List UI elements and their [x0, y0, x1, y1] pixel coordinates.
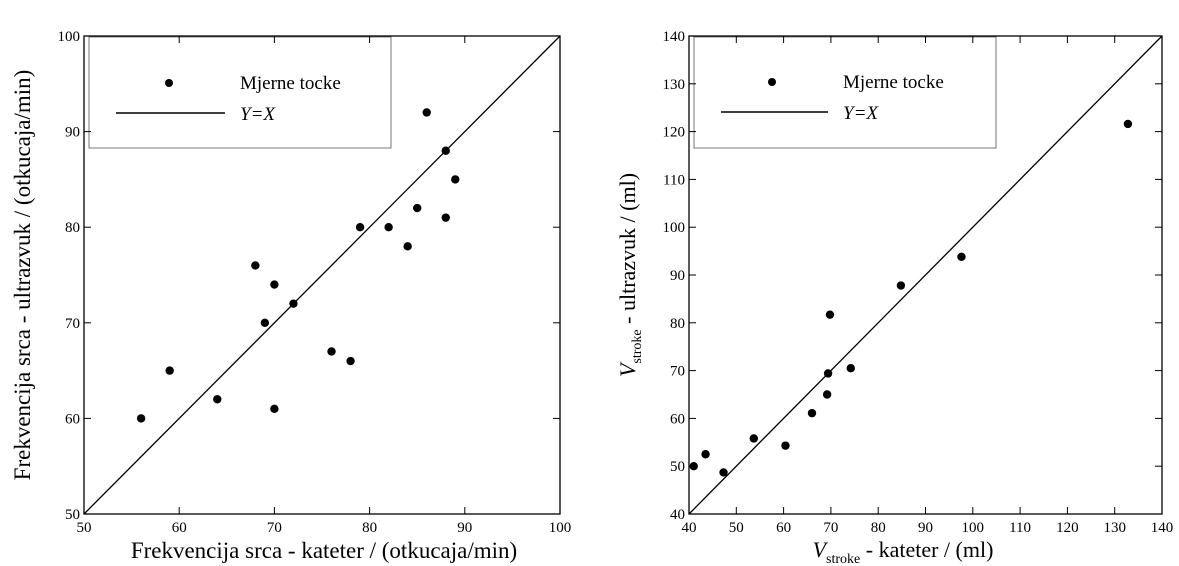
- legend-marker-points: [165, 79, 173, 87]
- y-tick-label: 70: [65, 316, 80, 332]
- y-tick-label: 60: [670, 411, 685, 427]
- y-tick-label: 70: [670, 364, 685, 380]
- x-tick-label: 70: [267, 520, 282, 536]
- legend-label-points: Mjerne tocke: [843, 72, 944, 93]
- x-tick-label: 130: [1103, 520, 1126, 536]
- y-tick-label: 100: [58, 29, 81, 45]
- legend-label-points: Mjerne tocke: [240, 73, 341, 94]
- x-tick-label: 40: [682, 520, 697, 536]
- plot-area: [83, 35, 561, 515]
- data-point: [260, 318, 270, 327]
- data-point: [689, 462, 698, 471]
- data-point: [165, 366, 174, 375]
- y-axis-label-main: V: [615, 361, 640, 377]
- data-point: [957, 252, 966, 262]
- data-point: [136, 414, 146, 423]
- data-point: [807, 408, 817, 418]
- legend-box: [693, 36, 997, 149]
- x-tick-label: 80: [362, 520, 377, 536]
- y-tick-label: 40: [670, 507, 685, 523]
- data-point: [270, 404, 279, 414]
- x-axis-label: Frekvencija srca - kateter / (otkucaja/m…: [131, 538, 517, 563]
- x-tick-label: 90: [918, 520, 933, 536]
- x-tick-label: 50: [729, 520, 744, 536]
- axes-frame: [83, 35, 561, 515]
- x-axis-label-rest: - kateter / (ml): [860, 537, 993, 562]
- data-point: [251, 261, 260, 270]
- data-point: [749, 434, 759, 443]
- legend-label-yx: Y=X: [843, 103, 879, 124]
- legend: Mjerne tocke Y=X: [693, 36, 997, 149]
- x-tick-label: 50: [77, 520, 92, 536]
- y-axis-label-rest: - ultrazvuk / (ml): [615, 173, 640, 329]
- legend-label-yx: Y=X: [240, 104, 276, 125]
- data-point: [825, 310, 835, 319]
- data-point: [719, 468, 728, 477]
- y-tick-label: 90: [65, 125, 80, 141]
- data-point: [413, 203, 422, 213]
- data-point: [270, 280, 279, 289]
- x-tick-label: 110: [1009, 520, 1031, 536]
- y-tick-label: 60: [65, 411, 80, 427]
- x-tick-label: 70: [823, 520, 838, 536]
- data-point: [701, 450, 710, 459]
- y-tick-label: 140: [663, 29, 686, 45]
- legend: Mjerne tocke Y=X: [88, 36, 392, 149]
- y-tick-label: 110: [663, 172, 685, 188]
- x-tick-label: 90: [457, 520, 472, 536]
- x-tick-label: 100: [549, 520, 572, 536]
- x-axis-label: Vstroke - kateter / (ml): [813, 537, 994, 566]
- y-tick-label: 80: [65, 220, 80, 236]
- y-axis-label: Frekvencija srca - ultrazvuk / (otkucaja…: [10, 70, 35, 481]
- x-axis-label-main: V: [813, 537, 829, 562]
- data-point: [289, 299, 298, 308]
- y-axis-label: Vstroke - ultrazvuk / (ml): [615, 173, 645, 377]
- x-tick-label: 80: [871, 520, 886, 536]
- data-point: [846, 364, 855, 373]
- tick-labels: 40 50 60 70 80 90 100 110 120 130 140 40 50 60 70 80 90 1…: [663, 29, 1174, 536]
- data-point: [213, 395, 222, 404]
- y-axis-label-sub: stroke: [630, 329, 645, 363]
- data-point: [355, 223, 365, 232]
- y-tick-label: 130: [663, 77, 686, 93]
- data-point: [441, 146, 450, 155]
- y-tick-label: 100: [663, 220, 686, 236]
- data-point: [822, 390, 832, 399]
- data-point: [823, 369, 833, 378]
- data-point: [896, 281, 906, 290]
- y-tick-label: 50: [670, 459, 685, 475]
- identity-line: [688, 35, 1163, 515]
- data-point: [403, 242, 412, 251]
- legend-box: [88, 36, 392, 149]
- plot-area: [688, 35, 1163, 515]
- data-point: [781, 441, 790, 450]
- data-point: [1123, 119, 1133, 129]
- chart-stroke-volume: Mjerne tocke Y=X 40 50 60 70 80 90 100 110 120 13…: [615, 29, 1173, 566]
- data-point: [441, 213, 450, 222]
- y-tick-label: 120: [663, 125, 686, 141]
- chart-heart-rate: Mjerne tocke Y=X 50 60 70 80 90 100 50 60 70 80 90…: [10, 29, 571, 563]
- x-tick-label: 120: [1056, 520, 1079, 536]
- x-axis-label-sub: stroke: [826, 552, 860, 566]
- data-point: [346, 356, 355, 366]
- x-tick-label: 140: [1151, 520, 1174, 536]
- x-tick-label: 60: [172, 520, 187, 536]
- data-point: [327, 347, 336, 356]
- identity-line: [83, 35, 561, 515]
- y-tick-label: 80: [670, 316, 685, 332]
- legend-marker-points: [768, 78, 776, 86]
- y-tick-label: 90: [670, 268, 685, 284]
- tick-labels: 50 60 70 80 90 100 50 60 70 80 90 100: [58, 29, 572, 536]
- x-tick-label: 60: [776, 520, 791, 536]
- data-point: [422, 108, 431, 117]
- data-point: [384, 223, 393, 232]
- data-point: [451, 175, 460, 184]
- x-tick-label: 100: [962, 520, 985, 536]
- y-tick-label: 50: [65, 507, 80, 523]
